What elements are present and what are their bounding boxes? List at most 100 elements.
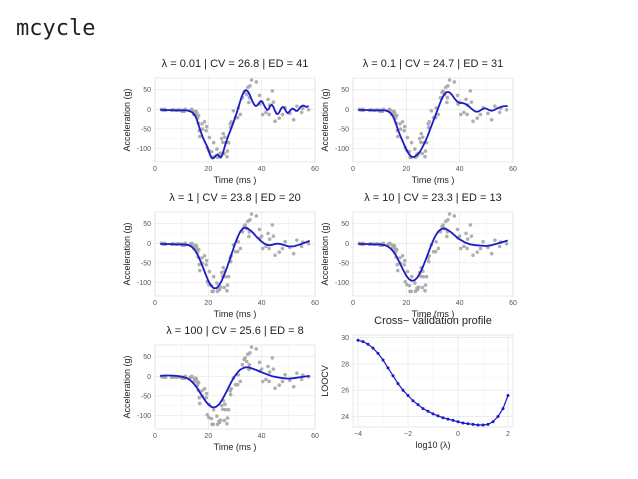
y-tick-label: -100: [137, 280, 151, 287]
data-point: [266, 231, 270, 236]
smooth-fit-line: [358, 227, 508, 282]
data-point: [215, 147, 219, 151]
cv-profile-point: [376, 351, 380, 355]
data-point: [197, 395, 202, 400]
data-point: [271, 234, 276, 238]
y-tick-label: 50: [143, 354, 151, 361]
data-point: [471, 119, 475, 124]
x-tick-label: 40: [456, 300, 464, 307]
data-point: [434, 240, 439, 244]
data-point: [225, 149, 230, 153]
data-point: [419, 131, 424, 136]
data-point: [223, 402, 227, 406]
data-point: [462, 110, 466, 115]
data-point: [402, 124, 407, 129]
x-tick-label: 60: [311, 433, 319, 440]
x-axis-label: log10 (λ): [415, 440, 450, 450]
y-tick-label: 0: [147, 241, 151, 248]
data-point: [196, 113, 201, 118]
data-point: [219, 403, 224, 408]
data-point: [267, 379, 271, 384]
data-point: [420, 151, 425, 156]
data-point: [254, 214, 259, 218]
data-point: [402, 128, 407, 133]
x-tick-label: 20: [402, 166, 410, 173]
x-tick-label: 40: [456, 166, 464, 173]
data-point: [260, 246, 265, 251]
y-tick-label: -100: [335, 146, 349, 153]
data-point: [283, 239, 287, 244]
data-point: [271, 367, 276, 371]
data-point: [277, 383, 282, 387]
smooth-fit-line: [358, 91, 508, 158]
data-point: [504, 107, 509, 112]
data-point: [231, 109, 236, 113]
data-point: [400, 253, 405, 258]
data-point: [271, 100, 276, 104]
data-point: [218, 151, 223, 156]
data-point: [465, 112, 469, 117]
data-point: [204, 124, 209, 129]
y-axis-label: Acceleration (g): [320, 88, 330, 151]
data-point: [398, 127, 403, 131]
data-point: [464, 97, 468, 102]
data-point: [418, 140, 423, 145]
data-point: [228, 392, 233, 397]
data-point: [429, 109, 434, 113]
data-point: [420, 285, 425, 290]
data-point: [504, 241, 509, 246]
data-point: [291, 384, 296, 389]
data-point: [423, 154, 427, 159]
data-point: [211, 289, 215, 294]
y-tick-label: 24: [341, 414, 349, 421]
panel-frame: [154, 211, 316, 297]
data-point: [396, 268, 400, 273]
data-point: [198, 401, 202, 406]
cv-profile-point: [366, 342, 370, 346]
data-point: [273, 119, 277, 124]
x-tick-label: 60: [509, 166, 517, 173]
y-tick-label: -50: [141, 126, 151, 133]
cv-profile-point: [421, 407, 425, 411]
data-point: [267, 112, 271, 117]
cv-profile-point: [426, 409, 430, 413]
data-point: [465, 237, 470, 241]
data-point: [257, 93, 262, 98]
y-tick-label: -50: [141, 393, 151, 400]
x-tick-label: 20: [204, 433, 212, 440]
x-tick-label: 0: [153, 433, 157, 440]
data-point: [409, 140, 414, 145]
data-point: [244, 92, 249, 97]
panel-frame: [154, 77, 316, 163]
y-tick-label: 0: [345, 241, 349, 248]
y-tick-label: -50: [339, 260, 349, 267]
data-point: [236, 240, 240, 244]
cv-profile-point: [486, 422, 490, 426]
data-point: [288, 378, 292, 383]
x-tick-label: 60: [311, 166, 319, 173]
data-point: [223, 407, 228, 412]
y-axis-label: Acceleration (g): [122, 88, 132, 151]
data-point: [226, 407, 231, 412]
data-point: [200, 127, 205, 131]
data-point: [259, 367, 264, 371]
data-point: [247, 234, 251, 239]
data-point: [458, 112, 463, 117]
data-point: [402, 258, 407, 263]
data-point: [469, 100, 474, 104]
y-tick-label: 30: [341, 335, 349, 342]
data-point: [259, 234, 264, 238]
cv-profile-point: [501, 407, 505, 411]
panel-title: λ = 0.01 | CV = 26.8 | ED = 41: [162, 58, 309, 70]
data-point: [196, 247, 201, 252]
data-point: [413, 281, 417, 285]
data-point: [398, 122, 402, 126]
x-tick-label: 0: [351, 166, 355, 173]
data-point: [249, 345, 254, 349]
data-point: [244, 359, 249, 364]
cv-profile-point: [401, 388, 405, 392]
y-tick-label: 26: [341, 388, 349, 395]
data-point: [204, 395, 208, 400]
data-point: [447, 78, 452, 82]
data-point: [306, 241, 311, 246]
